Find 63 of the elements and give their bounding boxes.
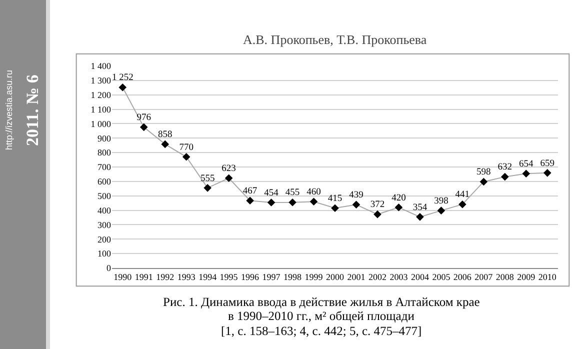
y-tick-label: 800 (98, 148, 112, 158)
y-tick-label: 600 (98, 176, 112, 187)
x-tick-label: 2007 (474, 272, 494, 282)
text: 623 (222, 164, 236, 174)
x-tick-label: 2005 (432, 272, 451, 282)
y-tick-label: 700 (98, 162, 112, 172)
x-tick-label: 1992 (156, 272, 174, 282)
x-tick-label: 1991 (134, 272, 153, 282)
x-tick-label: 1995 (220, 272, 238, 282)
text: 2011. № 6 (23, 74, 43, 146)
x-tick-label: 1996 (241, 272, 260, 282)
text: 455 (285, 188, 300, 198)
text: 598 (476, 168, 491, 178)
y-tick-label: 500 (98, 191, 112, 202)
text: 770 (179, 142, 194, 153)
text: 439 (349, 190, 364, 201)
x-tick-label: 1994 (198, 272, 218, 282)
y-tick-label: 400 (98, 205, 112, 216)
text: Рис. 1. Динамика ввода в действие жилья в Алтайском крае (163, 295, 480, 309)
x-tick-label: 1990 (114, 272, 132, 282)
x-tick-label: 2003 (390, 272, 408, 282)
y-tick-label: 1 400 (90, 61, 112, 72)
y-tick-label: 1 200 (90, 90, 112, 100)
text: 858 (158, 130, 172, 140)
y-tick-label: 200 (98, 234, 112, 244)
text: в 1990–2010 гг., м² общей площади (228, 309, 415, 323)
text: 467 (242, 186, 258, 196)
x-tick-label: 2002 (368, 272, 386, 282)
x-tick-label: 2006 (453, 272, 472, 282)
y-tick-label: 1 300 (90, 76, 112, 86)
text: 654 (519, 160, 534, 170)
x-tick-label: 1998 (284, 272, 302, 282)
y-tick-label: 1 000 (90, 118, 112, 129)
text: 454 (264, 188, 278, 198)
x-tick-label: 2008 (496, 272, 514, 282)
y-tick-label: 300 (98, 220, 112, 230)
text: 354 (412, 202, 428, 213)
text: 460 (306, 188, 321, 198)
text: [1, с. 158–163; 4, с. 442; 5, с. 475–477] (221, 324, 422, 338)
text: 415 (328, 194, 342, 204)
text: 372 (370, 200, 385, 210)
x-tick-label: 2010 (538, 272, 557, 282)
text: 632 (498, 162, 512, 173)
y-tick-label: 0 (106, 263, 112, 274)
y-tick-label: 900 (98, 133, 112, 144)
x-tick-label: 2009 (517, 272, 536, 282)
text: 976 (136, 113, 151, 124)
y-tick-label: 100 (98, 248, 112, 259)
text: 420 (392, 193, 406, 204)
x-tick-label: 1993 (177, 272, 196, 282)
x-tick-label: 1997 (262, 272, 281, 282)
x-tick-label: 2000 (326, 272, 344, 282)
text: А.В. Прокопьев, Т.В. Прокопьева (243, 32, 427, 47)
text: http://izvestia.asu.ru (4, 70, 14, 150)
text: 1 252 (112, 73, 134, 84)
text: 659 (540, 158, 555, 169)
text: 555 (200, 174, 215, 184)
text: 398 (434, 196, 448, 206)
text: 441 (455, 190, 470, 200)
y-tick-label: 1 100 (90, 104, 112, 114)
x-tick-label: 1999 (304, 272, 324, 282)
x-tick-label: 2004 (410, 272, 430, 282)
x-tick-label: 2001 (347, 272, 366, 282)
